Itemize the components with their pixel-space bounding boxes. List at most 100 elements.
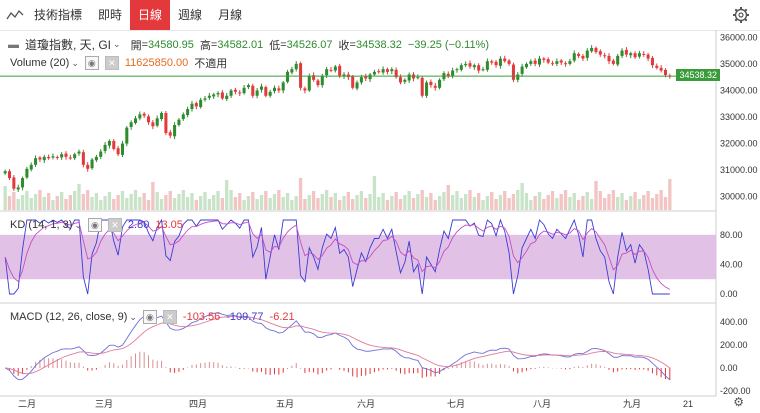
volume-bar: [359, 191, 364, 210]
interval-intraday[interactable]: 即時: [98, 8, 123, 22]
candle-body: [299, 63, 303, 88]
volume-bar: [86, 190, 90, 210]
candle-body: [168, 132, 172, 136]
volume-bar: [120, 191, 125, 210]
volume-bar: [594, 181, 598, 210]
volume-bar: [42, 197, 46, 210]
chevron-down-icon[interactable]: ⌄: [113, 39, 121, 49]
chevron-down-icon[interactable]: ⌄: [71, 57, 79, 68]
visibility-icon[interactable]: ◉: [87, 218, 102, 232]
candle-body: [559, 60, 563, 63]
close-value: 34538.32: [355, 38, 402, 51]
indicators-button[interactable]: 技術指標: [34, 8, 83, 22]
candle-body: [359, 77, 363, 83]
indicators-icon[interactable]: [4, 0, 26, 30]
volume-bar: [507, 198, 511, 210]
candle-body: [572, 53, 576, 61]
candle-body: [459, 65, 463, 70]
volume-bar: [246, 196, 251, 210]
volume-bar: [125, 198, 129, 210]
candle-body: [120, 143, 124, 155]
volume-bar: [446, 185, 450, 210]
volume-bar: [46, 193, 51, 210]
change-value: −39.25 (−0.11%): [407, 38, 490, 51]
visibility-icon[interactable]: ◉: [142, 310, 157, 324]
candle-body: [73, 154, 77, 159]
candle-body: [494, 61, 498, 66]
candle-body: [229, 90, 233, 96]
candle-body: [325, 69, 329, 76]
volume-bar: [77, 184, 81, 210]
volume-bar: [368, 194, 372, 210]
candle-body: [620, 50, 624, 56]
volume-bar: [655, 194, 659, 210]
volume-bar: [463, 194, 468, 210]
candle-body: [537, 58, 542, 65]
candle-body: [394, 69, 398, 78]
signal-line: [5, 315, 671, 375]
volume-bar: [290, 200, 294, 210]
candle-body: [64, 153, 68, 157]
candle-body: [259, 86, 263, 90]
close-icon[interactable]: ✕: [104, 56, 119, 70]
time-settings-icon[interactable]: ⚙: [733, 395, 744, 409]
close-icon[interactable]: ✕: [107, 218, 122, 232]
settings-gear-icon[interactable]: [732, 6, 750, 24]
kd-axis-label: 0.00: [720, 289, 738, 299]
candle-body: [60, 154, 64, 158]
price-axis-label: 32000.00: [720, 139, 758, 149]
interval-weekly[interactable]: 週線: [178, 8, 203, 22]
chevron-down-icon[interactable]: ⌄: [129, 311, 137, 322]
candle-body: [438, 79, 442, 88]
kd-label[interactable]: KD (14, 1, 3): [10, 219, 73, 231]
price-axis-label: 33000.00: [720, 112, 758, 122]
volume-bar: [68, 195, 73, 210]
volume-label[interactable]: Volume (20): [10, 57, 70, 69]
candle-body: [21, 178, 25, 188]
volume-bar: [494, 199, 498, 210]
time-axis-label: 八月: [533, 399, 551, 409]
candle-body: [498, 58, 502, 66]
volume-extra: 不適用: [194, 58, 228, 70]
candle-body: [251, 85, 255, 96]
volume-bar: [429, 193, 433, 210]
interval-monthly[interactable]: 月線: [218, 8, 243, 22]
volume-bar: [303, 199, 307, 210]
candle-body: [160, 113, 164, 120]
candle-body: [307, 75, 311, 91]
candle-body: [47, 156, 51, 159]
collapse-icon[interactable]: ▬: [8, 38, 19, 51]
volume-bar: [629, 196, 633, 210]
macd-label[interactable]: MACD (12, 26, close, 9): [10, 311, 128, 323]
candle-body: [611, 60, 615, 64]
candle-body: [177, 119, 181, 125]
volume-bar: [468, 190, 472, 210]
volume-bar: [433, 200, 437, 210]
interval-daily[interactable]: 日線: [130, 0, 171, 30]
macd-hist-value: -6.21: [269, 311, 295, 323]
volume-bar: [16, 199, 20, 210]
volume-bar: [668, 179, 672, 210]
close-label: 收: [338, 39, 350, 52]
candle-body: [42, 156, 46, 161]
volume-bar: [25, 191, 29, 210]
time-axis-label: 六月: [357, 398, 375, 409]
candle-body: [164, 113, 168, 133]
chevron-down-icon[interactable]: ⌄: [74, 219, 82, 230]
volume-bar: [116, 195, 120, 210]
volume-bar: [633, 192, 637, 210]
candle-body: [38, 157, 42, 160]
symbol-label[interactable]: 道瓊指數, 天, GI: [25, 38, 112, 52]
volume-bar: [555, 198, 559, 210]
candle-body: [594, 47, 598, 52]
candle-body: [551, 63, 555, 65]
volume-bar: [159, 199, 164, 210]
volume-bar: [338, 200, 342, 210]
candle-body: [455, 69, 459, 71]
high-label: 高: [199, 39, 211, 52]
close-icon[interactable]: ✕: [162, 310, 177, 324]
visibility-icon[interactable]: ◉: [84, 56, 99, 70]
volume-bar: [398, 199, 403, 210]
volume-bar: [7, 196, 12, 210]
